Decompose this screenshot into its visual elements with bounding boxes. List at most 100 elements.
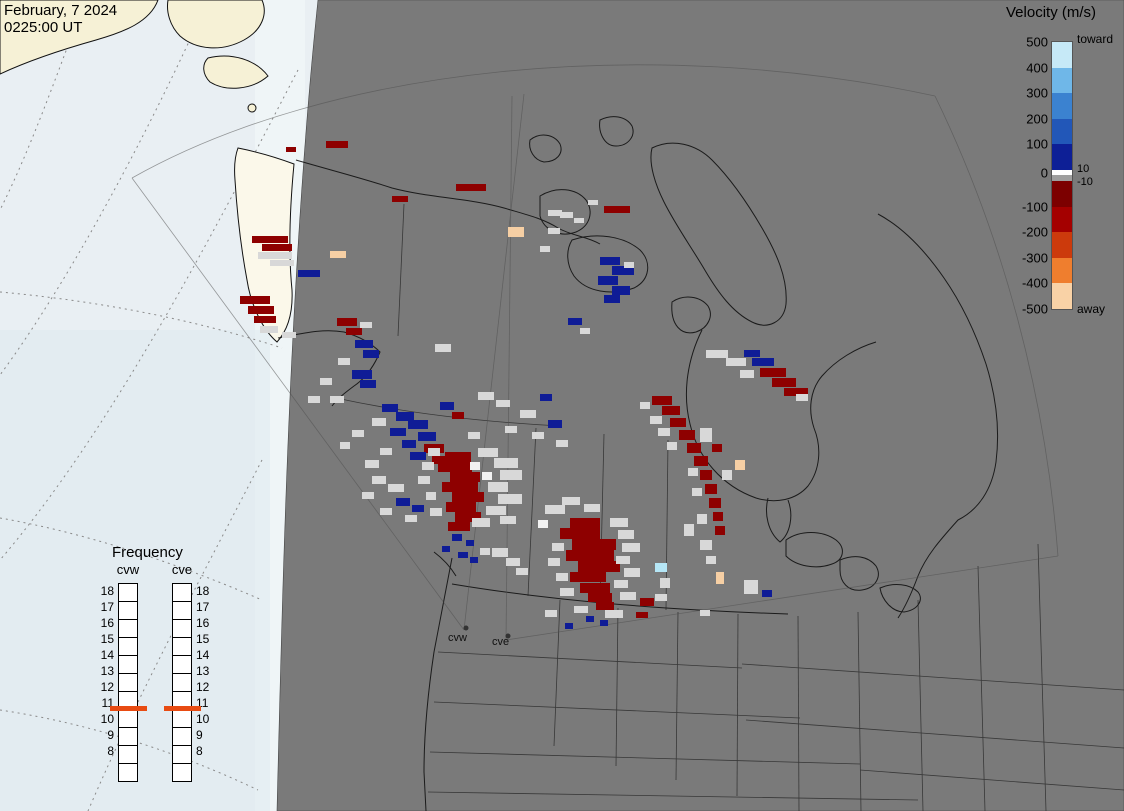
velocity-data-cells-layer <box>240 141 808 629</box>
velocity-data-cell <box>612 286 630 295</box>
velocity-data-cell <box>612 266 634 275</box>
velocity-data-cell <box>655 594 667 601</box>
velocity-data-cell <box>580 328 590 334</box>
velocity-data-cell <box>442 546 450 552</box>
velocity-data-cell <box>540 246 550 252</box>
colorbar-segment <box>1052 283 1072 309</box>
frequency-ladder-cell <box>118 727 138 746</box>
velocity-data-cell <box>692 488 702 496</box>
frequency-ladder-cell <box>118 619 138 638</box>
velocity-data-cell <box>260 326 278 333</box>
velocity-data-cell <box>548 558 560 566</box>
velocity-data-cell <box>298 270 320 277</box>
radar-label-cvw: cvw <box>448 632 467 644</box>
velocity-data-cell <box>445 452 471 462</box>
frequency-scale-label: 16 <box>100 616 114 630</box>
velocity-data-cell <box>282 332 296 338</box>
velocity-data-cell <box>396 498 410 506</box>
velocity-data-cell <box>422 462 434 470</box>
velocity-data-cell <box>440 402 454 410</box>
velocity-data-cell <box>540 394 552 401</box>
velocity-data-cell <box>697 514 707 524</box>
velocity-data-cell <box>390 428 406 436</box>
colorbar-segment <box>1052 42 1072 68</box>
velocity-data-cell <box>660 578 670 588</box>
colorbar-segment <box>1052 144 1072 170</box>
velocity-data-cell <box>705 484 717 494</box>
frequency-ladder-cell <box>172 763 192 782</box>
velocity-data-cell <box>545 610 557 617</box>
velocity-data-cell <box>480 548 490 555</box>
frequency-ladder-cell <box>172 673 192 692</box>
frequency-ladder-cell <box>118 745 138 764</box>
velocity-data-cell <box>442 482 478 492</box>
velocity-data-cell <box>506 558 520 566</box>
velocity-data-cell <box>396 412 414 421</box>
velocity-data-cell <box>320 378 332 385</box>
frequency-ladder-cell <box>172 655 192 674</box>
colorbar-segment <box>1052 206 1072 233</box>
velocity-data-cell <box>330 396 344 403</box>
frequency-ladder-cell <box>118 763 138 782</box>
velocity-data-cell <box>772 378 796 387</box>
velocity-data-cell <box>700 610 710 616</box>
radar-site-cve-dot <box>505 633 511 639</box>
velocity-data-cell <box>572 539 616 550</box>
velocity-data-cell <box>662 406 680 415</box>
velocity-data-cell <box>588 200 598 205</box>
frequency-scale-label: 12 <box>196 680 210 694</box>
velocity-data-cell <box>670 418 686 427</box>
velocity-data-cell <box>408 420 428 429</box>
velocity-data-cell <box>452 412 464 419</box>
velocity-data-cell <box>466 540 474 546</box>
velocity-data-cell <box>700 540 712 550</box>
velocity-data-cell <box>640 402 650 409</box>
cvw-column-label: cvw <box>116 562 140 577</box>
velocity-data-cell <box>472 518 490 527</box>
outside-landmass <box>0 0 295 343</box>
velocity-data-cell <box>620 592 636 600</box>
colorbar-segment <box>1052 180 1072 207</box>
velocity-data-cell <box>500 470 522 480</box>
frequency-scale-label: 16 <box>196 616 210 630</box>
velocity-data-cell <box>712 444 722 452</box>
velocity-data-cell <box>478 392 494 400</box>
velocity-data-cell <box>604 206 630 213</box>
frequency-scale-label: 11 <box>101 696 114 710</box>
velocity-data-cell <box>346 328 362 335</box>
velocity-data-cell <box>455 512 481 522</box>
velocity-data-cell <box>616 556 630 564</box>
velocity-data-cell <box>498 494 522 504</box>
frequency-ladder-cell <box>172 709 192 728</box>
velocity-data-cell <box>548 420 562 428</box>
velocity-data-cell <box>545 505 565 514</box>
velocity-data-cell <box>252 236 288 243</box>
velocity-data-cell <box>452 534 462 541</box>
velocity-data-cell <box>516 568 528 575</box>
radar-label-cve: cve <box>492 636 510 648</box>
time-label: 0225:00 UT <box>4 19 83 37</box>
velocity-data-cell <box>762 590 772 597</box>
velocity-legend-title: Velocity (m/s) <box>1006 4 1097 21</box>
velocity-data-cell <box>562 497 580 505</box>
velocity-data-cell <box>365 460 379 468</box>
colorbar-zero-band <box>1052 169 1072 175</box>
frequency-scale-label: 8 <box>107 744 114 758</box>
cvw-scale-labels: 18 17 16 15 14 13 12 11 10 9 8 <box>80 583 114 759</box>
velocity-data-cell <box>605 610 623 618</box>
velocity-data-cell <box>735 460 745 470</box>
velocity-data-cell <box>372 476 386 484</box>
velocity-data-cell <box>548 210 562 216</box>
frequency-scale-label: 14 <box>196 648 210 662</box>
frequency-ladder-cell <box>172 619 192 638</box>
velocity-data-cell <box>360 322 372 328</box>
velocity-data-cell <box>687 443 701 453</box>
velocity-data-cell <box>578 561 620 572</box>
velocity-data-cell <box>570 572 606 582</box>
velocity-data-cell <box>624 568 640 577</box>
velocity-data-cell <box>652 396 672 405</box>
velocity-data-cell <box>740 370 754 378</box>
frequency-ladder-cell <box>172 745 192 764</box>
velocity-data-cell <box>500 516 516 524</box>
